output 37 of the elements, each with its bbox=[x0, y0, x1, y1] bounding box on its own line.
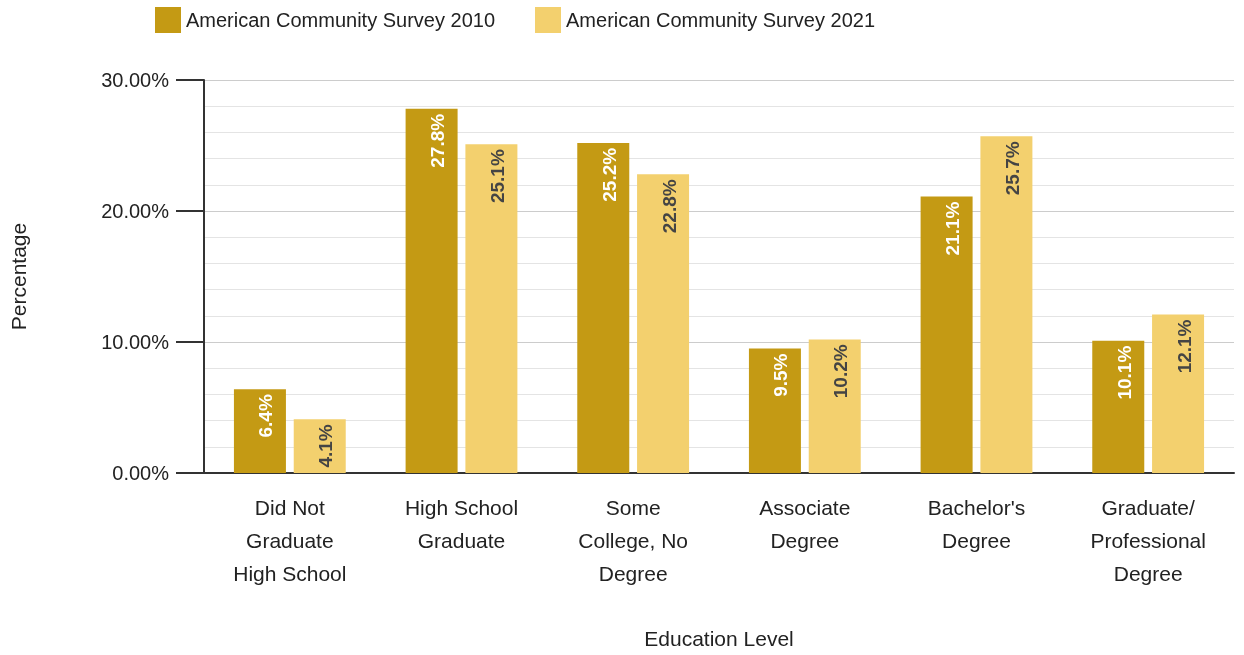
y-tick-label: 10.00% bbox=[101, 331, 170, 353]
data-label: 25.1% bbox=[486, 149, 508, 204]
legend-label: American Community Survey 2010 bbox=[186, 9, 496, 31]
bar bbox=[1092, 340, 1145, 473]
bar bbox=[748, 348, 801, 473]
x-tick-label: Graduate/ Professional Degree bbox=[1090, 496, 1206, 585]
y-tick-label: 0.00% bbox=[112, 462, 170, 484]
data-label: 27.8% bbox=[427, 113, 449, 168]
data-label: 25.2% bbox=[598, 147, 620, 202]
data-label: 12.1% bbox=[1173, 319, 1195, 374]
y-tick-label: 20.00% bbox=[101, 200, 170, 222]
data-label: 6.4% bbox=[255, 394, 277, 438]
x-tick-label: Bachelor's Degree bbox=[927, 496, 1026, 552]
data-label: 9.5% bbox=[770, 353, 792, 397]
bar bbox=[808, 339, 861, 473]
bar bbox=[980, 136, 1033, 473]
y-tick-label: 30.00% bbox=[101, 69, 170, 91]
x-axis-title: Education Level bbox=[644, 627, 794, 650]
bar bbox=[1152, 314, 1205, 473]
bar bbox=[577, 142, 630, 473]
bar bbox=[405, 108, 458, 473]
x-tick-label: High School Graduate bbox=[404, 496, 519, 552]
bar bbox=[233, 389, 286, 473]
data-label: 10.2% bbox=[830, 344, 852, 399]
bar bbox=[465, 144, 518, 473]
data-label: 25.7% bbox=[1001, 141, 1023, 196]
data-label: 4.1% bbox=[315, 424, 337, 468]
x-tick-label: Associate Degree bbox=[759, 496, 851, 552]
data-label: 21.1% bbox=[942, 201, 964, 256]
data-label: 22.8% bbox=[658, 179, 680, 234]
x-tick-label: Some College, No Degree bbox=[578, 496, 689, 585]
x-tick-label: Did Not Graduate High School bbox=[233, 496, 347, 585]
bar bbox=[637, 174, 690, 473]
bar bbox=[920, 196, 973, 473]
data-label: 10.1% bbox=[1113, 345, 1135, 400]
y-axis-title: Percentage bbox=[7, 222, 30, 331]
legend-label: American Community Survey 2021 bbox=[566, 9, 876, 31]
